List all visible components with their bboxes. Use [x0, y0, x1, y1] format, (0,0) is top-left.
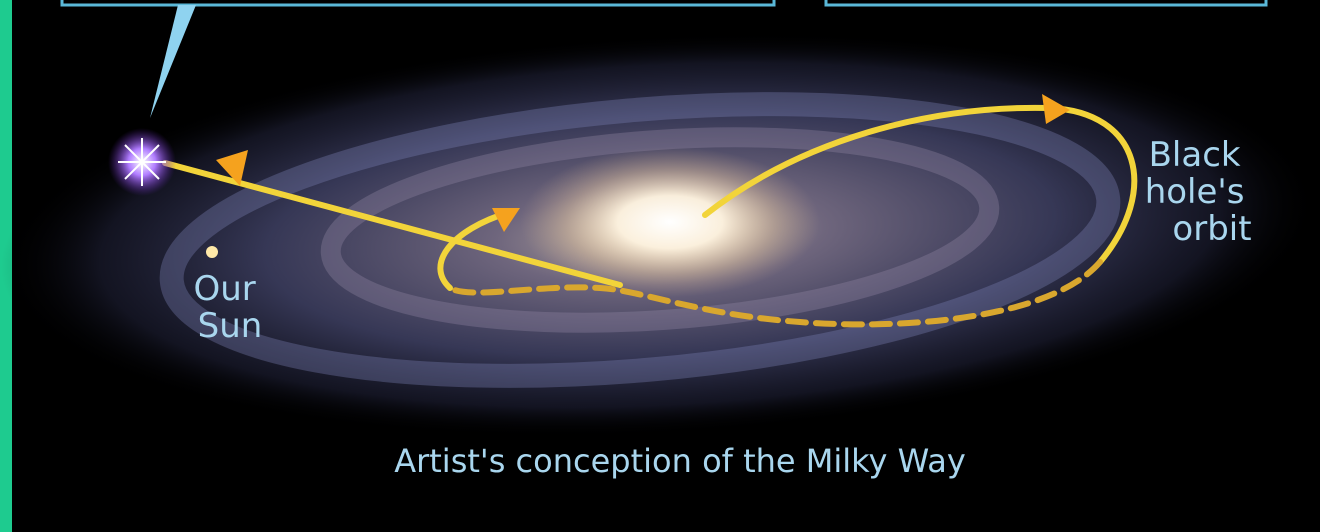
sun-label: Our Sun — [193, 269, 266, 346]
label-line: Black — [1149, 135, 1241, 175]
label-line: orbit — [1172, 209, 1251, 249]
sun-marker — [206, 246, 218, 258]
label-line: hole's — [1145, 172, 1245, 212]
label-line: Our — [193, 269, 255, 309]
page: Black hole's orbit Our Sun Artist's conc… — [0, 0, 1320, 532]
caption: Artist's conception of the Milky Way — [394, 442, 966, 480]
milky-way-illustration: Black hole's orbit Our Sun Artist's conc… — [0, 0, 1320, 532]
label-line: Sun — [198, 306, 263, 346]
ejected-star — [108, 128, 176, 196]
